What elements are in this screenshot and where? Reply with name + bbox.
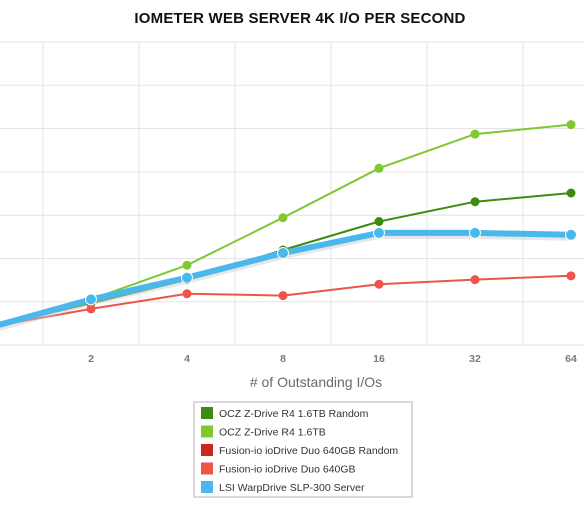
data-point [373, 226, 385, 239]
data-point [566, 188, 576, 198]
legend-swatch [201, 444, 213, 456]
chart-title: IOMETER WEB SERVER 4K I/O PER SECOND [134, 10, 465, 27]
data-point [565, 228, 577, 241]
data-point [470, 275, 480, 285]
legend-label: LSI WarpDrive SLP-300 Server [219, 482, 365, 494]
data-point [374, 217, 384, 226]
legend-label: OCZ Z-Drive R4 1.6TB Random [219, 408, 369, 420]
legend-label: Fusion-io ioDrive Duo 640GB [219, 464, 356, 476]
x-axis-title: # of Outstanding I/Os [250, 374, 382, 390]
data-point [85, 293, 97, 306]
legend-swatch [201, 481, 213, 493]
legend-label: OCZ Z-Drive R4 1.6TB [219, 427, 326, 439]
data-point [566, 271, 576, 281]
legend-swatch [201, 425, 213, 438]
data-point [182, 260, 192, 270]
data-point [181, 271, 193, 284]
data-point [277, 247, 289, 260]
data-point [278, 291, 288, 301]
data-point [374, 163, 384, 173]
x-tick-label: 32 [469, 353, 481, 365]
legend-label: Fusion-io ioDrive Duo 640GB Random [219, 445, 398, 457]
legend-swatch [201, 407, 213, 419]
data-point [278, 213, 288, 223]
data-point [566, 120, 576, 130]
x-tick-label: 16 [373, 353, 385, 365]
data-point [470, 197, 480, 207]
series-points [85, 120, 577, 314]
x-axis-ticks: 2 4 8 16 32 64 [88, 353, 577, 365]
x-tick-label: 2 [88, 353, 94, 365]
data-point [374, 279, 384, 289]
data-point [182, 289, 192, 299]
legend-items: OCZ Z-Drive R4 1.6TB Random OCZ Z-Drive R… [201, 407, 398, 494]
x-tick-label: 8 [280, 353, 286, 365]
data-point [86, 304, 96, 314]
legend-box [193, 401, 413, 498]
legend: OCZ Z-Drive R4 1.6TB Random OCZ Z-Drive R… [193, 401, 413, 498]
data-point [470, 129, 480, 139]
x-tick-label: 4 [184, 353, 190, 365]
legend-swatch [201, 462, 213, 475]
data-point [469, 226, 481, 239]
x-tick-label: 64 [565, 353, 577, 365]
